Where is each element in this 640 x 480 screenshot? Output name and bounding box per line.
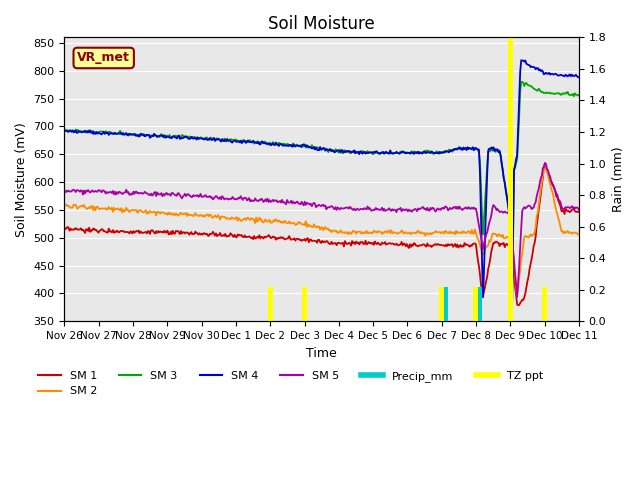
Bar	[474, 287, 479, 321]
Bar	[268, 287, 273, 321]
X-axis label: Time: Time	[307, 347, 337, 360]
Title: Soil Moisture: Soil Moisture	[268, 15, 375, 33]
Bar	[542, 287, 547, 321]
Y-axis label: Rain (mm): Rain (mm)	[612, 146, 625, 212]
Legend: SM 1, SM 2, SM 3, SM 4, SM 5, Precip_mm, TZ ppt: SM 1, SM 2, SM 3, SM 4, SM 5, Precip_mm,…	[34, 366, 548, 401]
Bar	[302, 287, 307, 321]
Bar	[444, 287, 447, 321]
Bar	[478, 287, 482, 321]
Bar	[508, 34, 513, 321]
Text: VR_met: VR_met	[77, 51, 130, 64]
Y-axis label: Soil Moisture (mV): Soil Moisture (mV)	[15, 122, 28, 237]
Bar	[439, 287, 444, 321]
